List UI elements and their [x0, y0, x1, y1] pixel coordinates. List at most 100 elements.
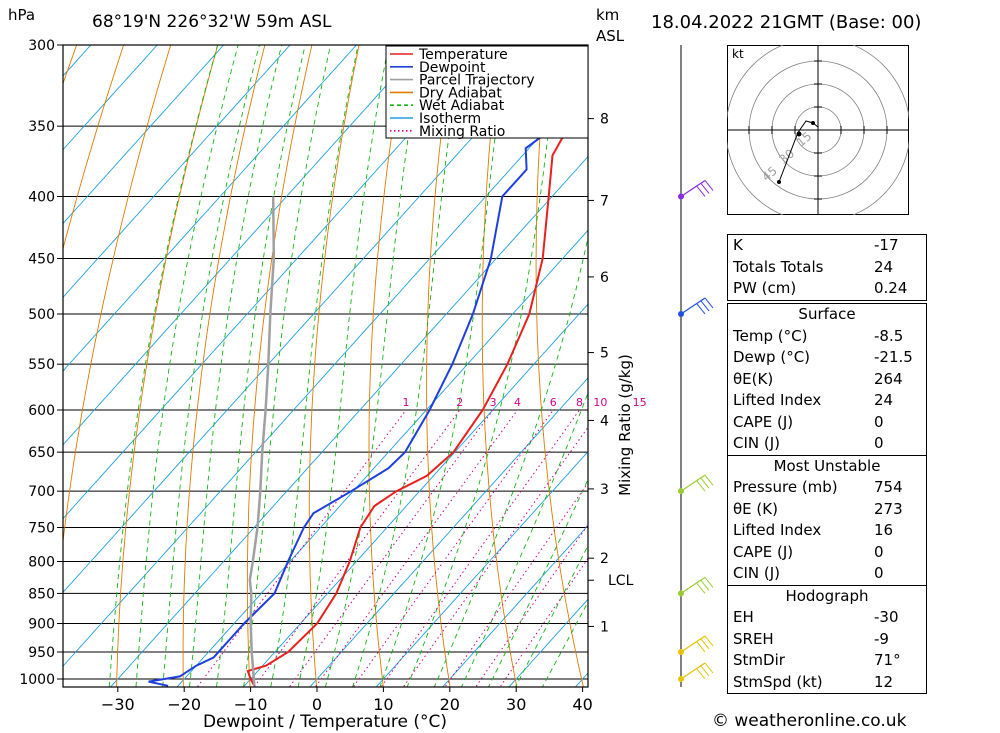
wind-barb-flag — [704, 635, 714, 647]
legend-entry-label: Parcel Trajectory — [419, 73, 535, 89]
legend-entry-label: Dry Adiabat — [419, 85, 502, 101]
pw-value: 0.24 — [874, 279, 908, 297]
pressure-tick-label: 500 — [28, 307, 55, 323]
mixing-ratio-labels: 12346810152025 — [403, 396, 647, 409]
mixing-ratio-label: 2 — [456, 396, 463, 409]
background-lines — [63, 45, 588, 687]
wind-barb-flag — [704, 577, 714, 588]
mixing-ratio-label: 1 — [403, 396, 410, 409]
temperature-series-line — [246, 45, 588, 687]
temperature-axis: −30 −20 −10 0 10 20 30 40 — [101, 687, 593, 714]
dry-adiabat-line — [308, 45, 360, 687]
pressure-tick-label: 700 — [28, 484, 55, 500]
pressure-tick-label: 650 — [28, 445, 55, 461]
pressure-tick-label: 900 — [28, 617, 55, 633]
credit-link[interactable]: © weatheronline.co.uk — [712, 711, 907, 731]
surface-temp-value: -8.5 — [874, 326, 904, 345]
mixing-ratio-axis-label: Mixing Ratio (g/kg) — [616, 354, 634, 496]
temperature-tick-label: −10 — [234, 695, 268, 714]
hodograph-point — [811, 121, 815, 125]
stmdir-label: StmDir — [733, 651, 785, 669]
stmspd-value: 12 — [874, 672, 894, 691]
dry-adiabat-line — [182, 45, 266, 687]
dry-adiabat-line — [426, 45, 454, 687]
mixing-ratio-line — [499, 557, 588, 687]
dry-adiabat-line — [368, 45, 407, 687]
wind-barb-flag — [704, 662, 714, 674]
surface-theta-e-label: θE(K) — [733, 369, 774, 388]
wet-adiabat-line — [406, 45, 560, 687]
k-index-label: K — [733, 236, 743, 254]
pressure-tick-label: 1000 — [19, 672, 55, 688]
dry-adiabat-line — [116, 45, 219, 687]
hodograph: kt 15 30 45 — [727, 45, 909, 215]
skewt-diagram: 12346810152025 3003504004505005506006507… — [19, 38, 647, 732]
surface-heading: Surface — [798, 305, 856, 323]
wet-adiabat-line — [487, 478, 588, 687]
wet-adiabat-line — [379, 45, 508, 687]
hodograph-unit-label: kt — [732, 47, 744, 61]
most-unstable-heading: Most Unstable — [728, 454, 926, 478]
wet-adiabat-line — [541, 600, 588, 687]
wet-adiabat-line — [297, 45, 390, 687]
eh-label: EH — [733, 608, 754, 626]
x-axis-label: Dewpoint / Temperature (°C) — [203, 712, 447, 732]
wet-adiabat-line — [514, 544, 588, 687]
isotherm-line — [63, 45, 358, 372]
mixing-ratio-label: 3 — [490, 396, 497, 409]
sreh-value: -9 — [874, 629, 889, 648]
isotherm-line — [441, 524, 588, 687]
wind-barb-flag — [700, 477, 710, 489]
legend-entry-label: Dewpoint — [419, 60, 486, 76]
sreh-label: SREH — [733, 629, 774, 648]
isotherm-line — [63, 82, 588, 667]
legend-entry-label: Temperature — [418, 47, 508, 63]
mixing-ratio-label: 15 — [633, 396, 647, 409]
mixing-ratio-line — [288, 409, 494, 687]
wind-barb-flag — [700, 665, 710, 677]
pressure-tick-label: 550 — [28, 357, 55, 373]
profile-lines — [148, 45, 588, 687]
km-axis-unit: km — [596, 6, 620, 24]
asl-axis-unit: ASL — [596, 27, 625, 45]
stmspd-label: StmSpd (kt) — [733, 672, 823, 691]
isotherm-line — [109, 155, 588, 687]
index-table-basic: K -17 Totals Totals 24 PW (cm) 0.24 — [727, 234, 927, 301]
hodograph-point — [796, 131, 802, 137]
surface-theta-e-value: 264 — [874, 369, 903, 388]
legend-entry-label: Isotherm — [419, 111, 481, 127]
totals-totals-value: 24 — [874, 257, 894, 276]
pressure-axis: 300 350 400 450 500 550 600 650 700 750 800 850 900 9… — [19, 38, 63, 688]
isotherm-line — [63, 45, 291, 298]
stmdir-value: 71° — [874, 651, 901, 669]
pressure-tick-label: 400 — [28, 190, 55, 206]
height-tick-label: 2 — [600, 551, 609, 567]
wind-barb-flag — [700, 300, 710, 312]
dry-adiabat-line — [63, 45, 125, 251]
lcl-label: LCL — [608, 573, 634, 589]
eh-value: -30 — [874, 608, 899, 626]
pressure-tick-label: 850 — [28, 586, 55, 602]
pressure-tick-label: 750 — [28, 521, 55, 537]
totals-totals-label: Totals Totals — [733, 257, 824, 276]
height-tick-label: 1 — [600, 619, 609, 635]
temperature-tick-label: 20 — [440, 695, 460, 714]
height-tick-label: 3 — [600, 482, 609, 498]
datetime-title: 18.04.2022 21GMT (Base: 00) — [651, 12, 922, 33]
wind-barb-flag — [696, 641, 706, 653]
mixing-ratio-label: 6 — [550, 396, 557, 409]
dry-adiabat-line — [63, 45, 172, 545]
mixing-ratio-label: 4 — [514, 396, 521, 409]
mu-cape-value: 0 — [874, 542, 884, 561]
surface-li-label: Lifted Index — [733, 391, 822, 409]
wind-barb-staff — [680, 635, 706, 653]
index-table-details: Surface Temp (°C) -8.5 Dewp (°C) -21.5 θE(… — [727, 303, 927, 694]
height-tick-label: 8 — [600, 112, 609, 128]
wind-barb-staff — [680, 297, 706, 315]
pressure-tick-label: 450 — [28, 252, 55, 268]
pressure-tick-label: 800 — [28, 555, 55, 571]
wet-adiabat-line — [216, 45, 306, 687]
dry-adiabat-line — [481, 45, 518, 687]
wind-barb-flag — [696, 668, 706, 680]
